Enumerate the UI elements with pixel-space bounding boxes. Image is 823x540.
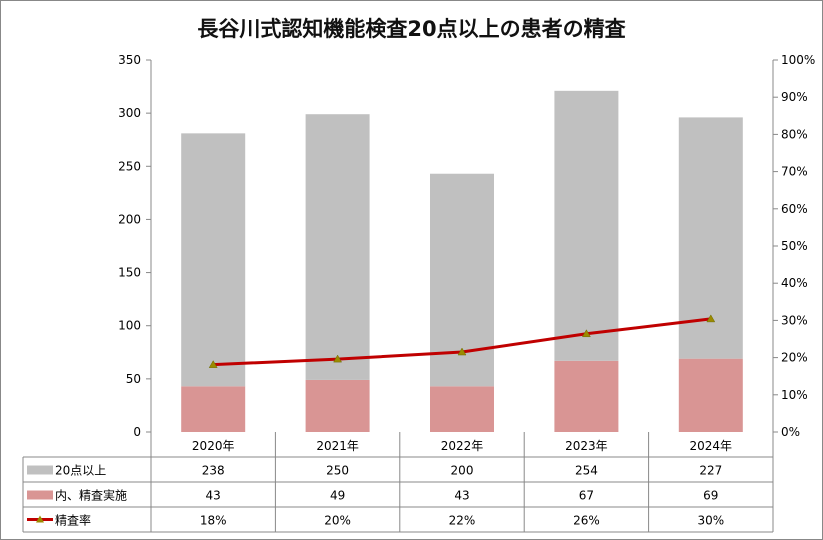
y2-tick-label: 100%: [781, 53, 815, 67]
legend-key-20点以上: [27, 465, 53, 475]
table-cell: 254: [575, 464, 598, 478]
table-cell: 43: [206, 489, 221, 503]
y2-tick-label: 30%: [781, 313, 808, 327]
bar-内、精査実施: [430, 386, 494, 432]
table-cell: 49: [330, 489, 345, 503]
y-tick-label: 300: [118, 106, 141, 120]
legend-marker: [36, 515, 44, 523]
y2-tick-label: 70%: [781, 165, 808, 179]
bar-20点以上: [554, 90, 619, 361]
table-cell: 26%: [573, 514, 600, 528]
legend-key-内、精査実施: [27, 490, 53, 500]
y-tick-label: 200: [118, 212, 141, 226]
category-label: 2022年: [441, 439, 484, 453]
y2-tick-label: 0%: [781, 425, 800, 439]
bar-20点以上: [181, 133, 246, 387]
y2-tick-label: 80%: [781, 127, 808, 141]
table-cell: 43: [454, 489, 469, 503]
line-marker: [581, 329, 591, 338]
table-cell: 18%: [200, 514, 227, 528]
y-tick-label: 0: [133, 425, 141, 439]
y2-tick-label: 10%: [781, 388, 808, 402]
line-marker: [333, 354, 343, 363]
legend-label: 20点以上: [55, 464, 106, 478]
chart-title: 長谷川式認知機能検査20点以上の患者の精査: [197, 17, 626, 41]
bar-20点以上: [305, 114, 370, 380]
line-marker: [706, 314, 716, 323]
y2-tick-label: 60%: [781, 202, 808, 216]
line-marker: [457, 347, 467, 356]
y2-tick-label: 90%: [781, 90, 808, 104]
legend-label: 内、精査実施: [55, 488, 127, 503]
y-tick-label: 250: [118, 159, 141, 173]
category-label: 2020年: [192, 439, 235, 453]
category-label: 2021年: [316, 439, 359, 453]
line-marker: [208, 360, 218, 368]
table-cell: 200: [451, 464, 474, 478]
table-cell: 69: [703, 489, 718, 503]
y-tick-label: 350: [118, 53, 141, 67]
table-cell: 20%: [324, 514, 351, 528]
category-label: 2024年: [690, 439, 733, 453]
table-cell: 238: [202, 464, 225, 478]
bar-内、精査実施: [305, 379, 370, 432]
table-cell: 30%: [697, 514, 724, 528]
y-tick-label: 100: [118, 319, 141, 333]
y-tick-label: 50: [126, 372, 141, 386]
table-cell: 227: [699, 464, 722, 478]
bar-内、精査実施: [678, 358, 743, 432]
y-tick-label: 150: [118, 266, 141, 280]
y2-tick-label: 40%: [781, 276, 808, 290]
category-label: 2023年: [565, 439, 608, 453]
bar-内、精査実施: [554, 360, 619, 432]
y2-tick-label: 50%: [781, 239, 808, 253]
y2-tick-label: 20%: [781, 351, 808, 365]
table-cell: 250: [326, 464, 349, 478]
legend-label: 精査率: [55, 513, 91, 528]
table-cell: 67: [579, 489, 594, 503]
bar-内、精査実施: [181, 386, 246, 432]
table-cell: 22%: [449, 514, 476, 528]
